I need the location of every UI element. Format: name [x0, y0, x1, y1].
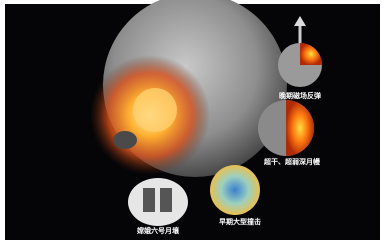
sample-bubble — [128, 178, 188, 226]
sample-box — [160, 188, 172, 212]
impactor — [113, 131, 137, 149]
label: 早期大型撞击 — [219, 217, 261, 226]
label: 超干、超弱深月幔 — [264, 157, 321, 166]
illustration: 晚期磁场反弹 超干、超弱深月幔 嫦娥六号月壤 早期大型撞击 — [0, 0, 385, 244]
sample-box — [143, 188, 155, 212]
label: 晚期磁场反弹 — [279, 91, 321, 100]
impact-core — [133, 88, 177, 132]
sphere-impact-map — [210, 165, 260, 215]
label: 嫦娥六号月壤 — [137, 226, 180, 235]
